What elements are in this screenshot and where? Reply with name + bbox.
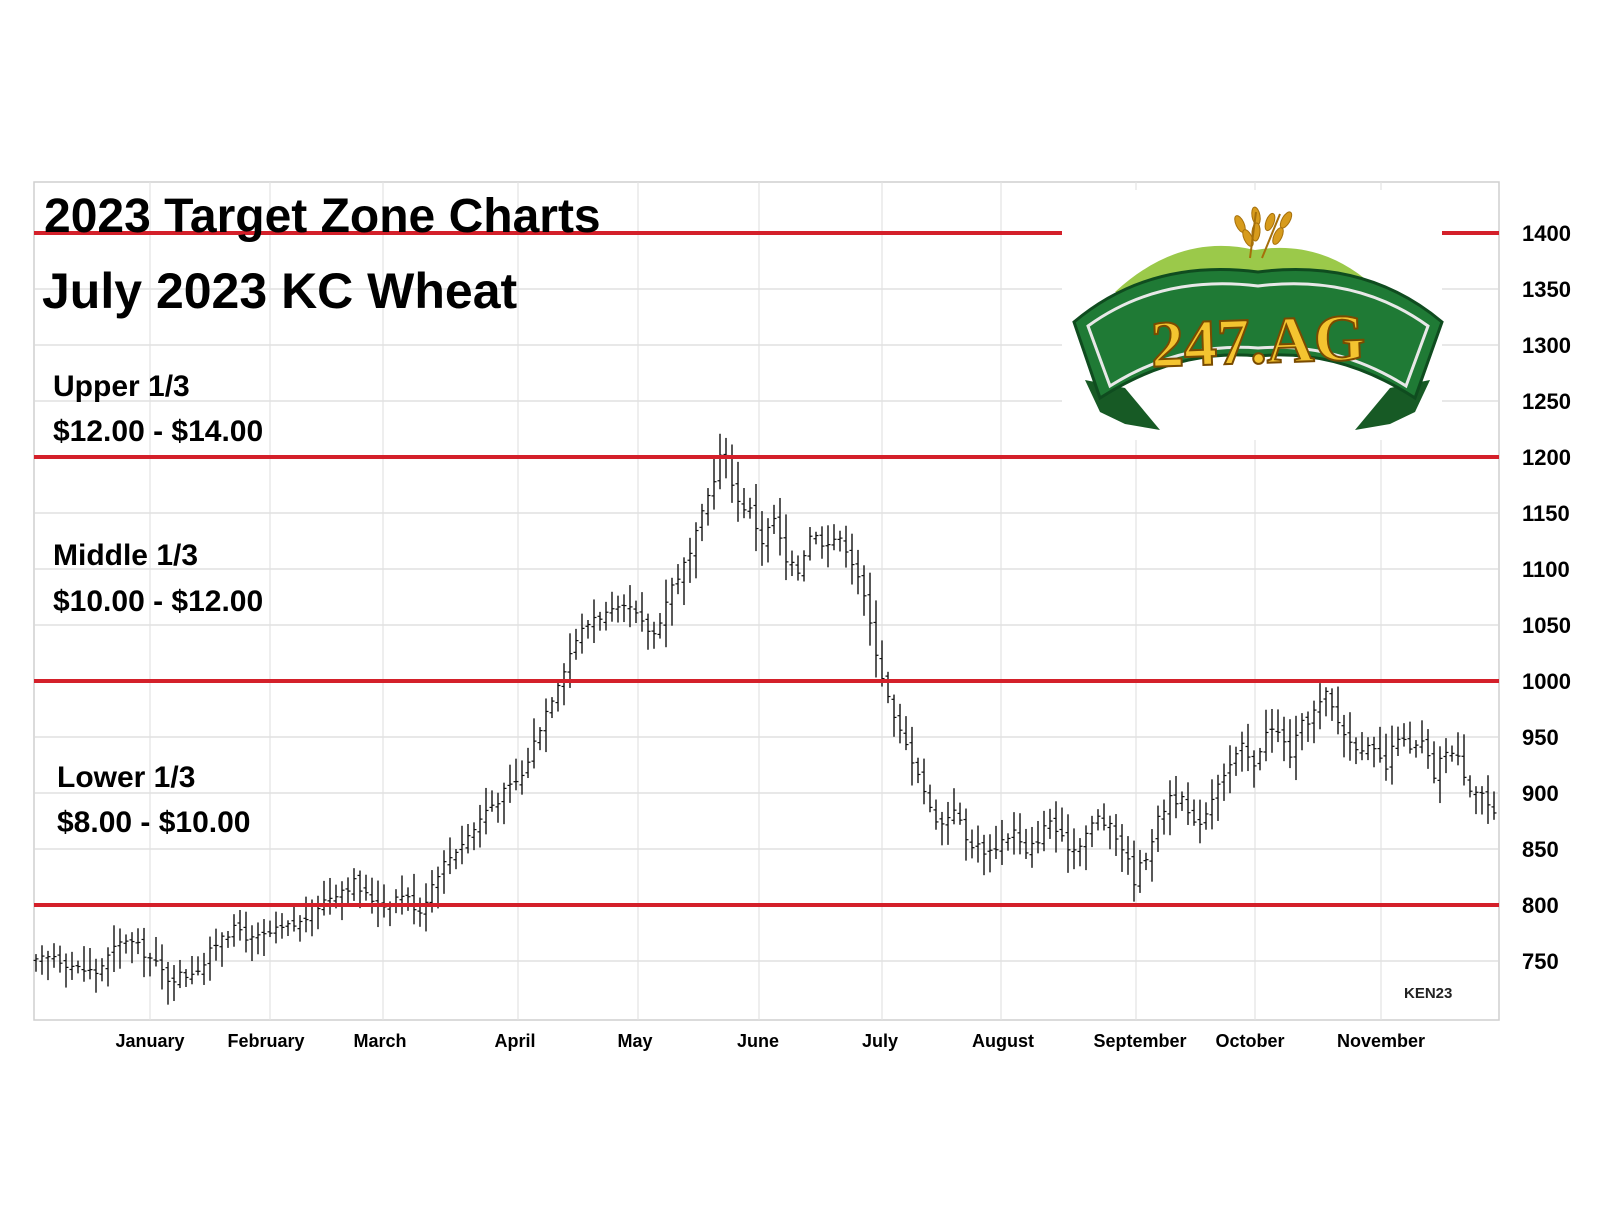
logo-text: 247.AG [1150,301,1367,381]
y-tick-label: 750 [1522,949,1559,974]
zone-lower-range: $8.00 - $10.00 [57,806,251,839]
chart-subtitle: July 2023 KC Wheat [42,263,518,319]
y-tick-label: 800 [1522,893,1559,918]
x-tick-label: July [862,1031,898,1051]
y-tick-label: 1300 [1522,333,1571,358]
x-tick-label: April [494,1031,535,1051]
y-tick-label: 1100 [1522,557,1570,582]
zone-upper-label: Upper 1/3 [53,370,190,403]
x-tick-label: October [1215,1031,1284,1051]
y-axis: 750 800 850 900 950 1000 1050 1100 1150 1200 1250 1… [1522,221,1571,974]
y-tick-label: 1150 [1522,501,1570,526]
x-tick-label: August [972,1031,1034,1051]
y-tick-label: 1000 [1522,669,1571,694]
zone-lines [34,231,1499,907]
x-tick-label: May [617,1031,652,1051]
y-tick-label: 900 [1522,781,1559,806]
x-tick-label: March [353,1031,406,1051]
chart-stamp: KEN23 [1404,985,1452,1002]
zone-lower-label: Lower 1/3 [57,761,195,794]
y-tick-label: 1400 [1522,221,1571,246]
x-tick-label: June [737,1031,779,1051]
x-tick-label: September [1093,1031,1186,1051]
y-tick-label: 1200 [1522,445,1571,470]
x-tick-label: November [1337,1031,1425,1051]
y-tick-label: 1250 [1522,389,1571,414]
ohlc-bars [33,433,1497,1005]
247-ag-logo: 247.AG [1072,206,1444,430]
x-tick-label: January [115,1031,184,1051]
zone-upper-range: $12.00 - $14.00 [53,415,263,448]
y-tick-label: 850 [1522,837,1559,862]
zone-middle-range: $10.00 - $12.00 [53,585,263,618]
y-tick-label: 1350 [1522,277,1571,302]
plot-frame [33,181,1500,1021]
chart-title: 2023 Target Zone Charts [44,190,601,243]
x-tick-label: February [227,1031,304,1051]
y-tick-label: 1050 [1522,613,1571,638]
x-axis: January February March April May June July Augu… [115,1031,1425,1051]
zone-middle-label: Middle 1/3 [53,539,198,572]
y-tick-label: 950 [1522,725,1559,750]
